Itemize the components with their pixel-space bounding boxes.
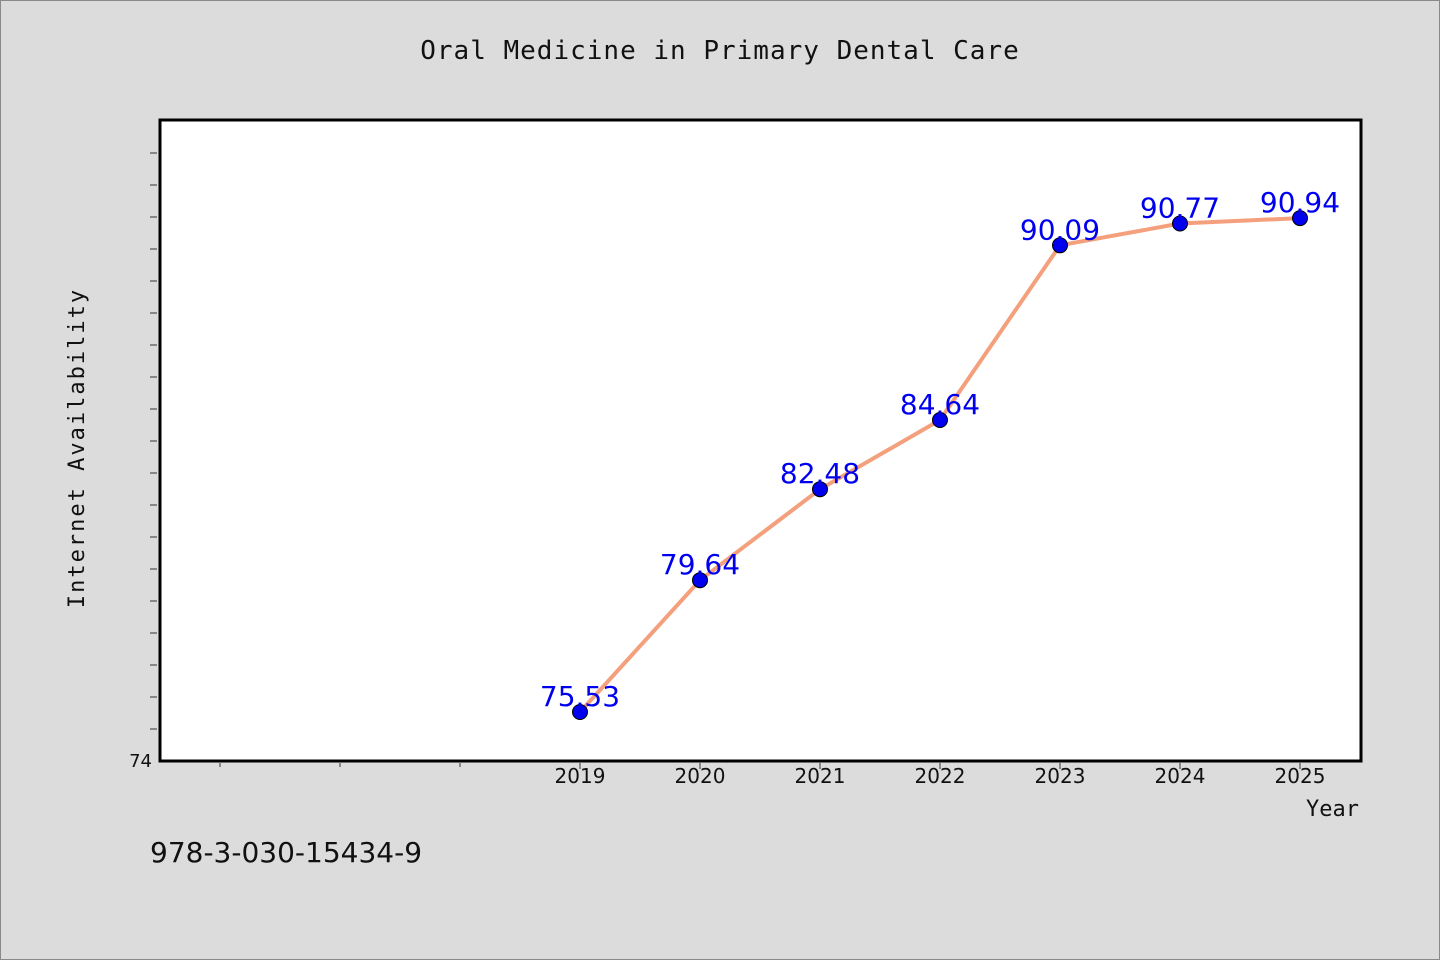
- data-label: 79.64: [660, 548, 740, 581]
- x-tick-label: 2020: [675, 764, 726, 788]
- x-tick-label: 2024: [1155, 764, 1206, 788]
- x-minor-ticks: [219, 763, 461, 767]
- y-tick-label: 74: [129, 751, 152, 772]
- x-tick-label: 2021: [795, 764, 846, 788]
- data-point: [1172, 215, 1188, 232]
- isbn-text: 978-3-030-15434-9: [150, 836, 423, 869]
- data-label: 90.94: [1260, 186, 1340, 219]
- data-point: [572, 704, 588, 720]
- data-label: 75.53: [540, 680, 620, 713]
- series-markers: [572, 210, 1308, 720]
- data-label: 90.09: [1020, 213, 1100, 246]
- data-point: [932, 412, 948, 428]
- data-label: 82.48: [780, 457, 860, 490]
- x-tick-label: 2022: [915, 764, 966, 788]
- x-tick-label: 2019: [555, 764, 606, 788]
- x-tick-label: 2023: [1035, 764, 1086, 788]
- y-axis-label: Internet Availability: [65, 288, 90, 608]
- data-label: 90.77: [1140, 192, 1220, 225]
- data-labels: 75.53 79.64 82.48 84.64 90.09 90.77 90.94: [540, 186, 1340, 713]
- data-label: 84.64: [900, 388, 980, 421]
- data-point: [812, 481, 828, 498]
- chart-title: Oral Medicine in Primary Dental Care: [420, 36, 1020, 66]
- x-tick-label: 2025: [1275, 764, 1326, 788]
- data-point: [692, 572, 708, 589]
- x-axis-label: Year: [1306, 797, 1359, 822]
- y-minor-ticks: [150, 152, 157, 730]
- x-axis-ticks: 2019 2020 2021 2022 2023 2024 2025: [555, 763, 1326, 788]
- data-point: [1292, 210, 1308, 227]
- data-point: [1052, 237, 1068, 254]
